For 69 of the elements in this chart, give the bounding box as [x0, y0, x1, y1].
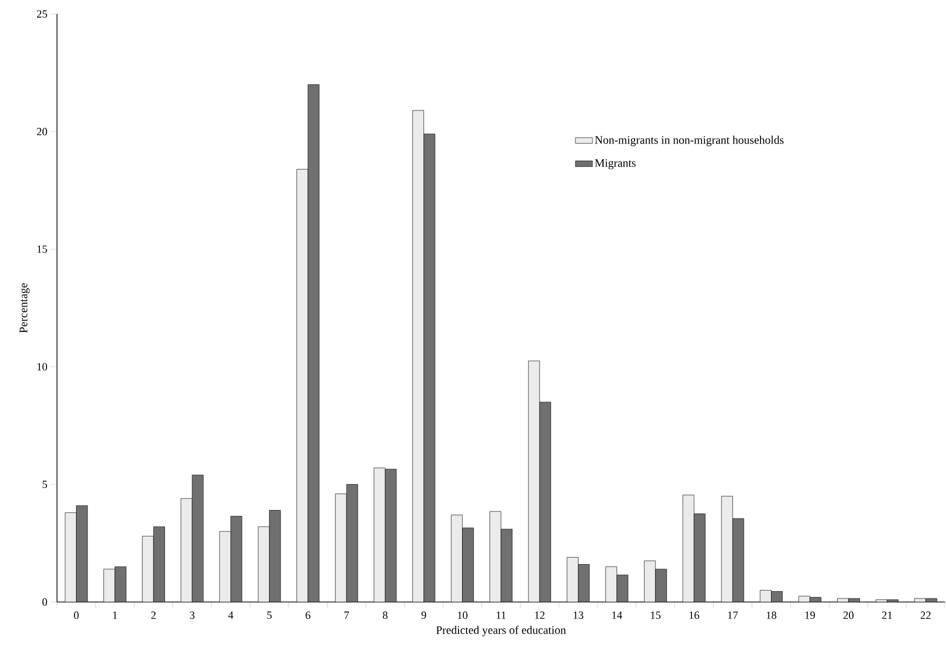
bar	[76, 505, 88, 602]
x-tick-label: 20	[843, 612, 854, 619]
y-axis-title: Percentage	[20, 283, 30, 333]
y-tick-label: 5	[42, 480, 48, 488]
bar	[258, 526, 270, 602]
y-tick-label: 0	[42, 598, 48, 606]
bar	[721, 496, 733, 602]
x-tick-label: 13	[574, 612, 584, 619]
x-tick-label: 0	[74, 612, 79, 619]
y-tick-label: 15	[37, 246, 48, 253]
bar	[462, 528, 474, 602]
x-tick-label: 7	[344, 612, 349, 619]
x-tick-label: 3	[190, 612, 194, 619]
y-tick-label: 25	[37, 10, 48, 18]
x-tick-label: 8	[382, 612, 388, 619]
bar	[655, 568, 667, 602]
bar	[269, 510, 281, 602]
x-tick-label: 18	[766, 612, 776, 619]
legend-label: Migrants	[594, 159, 636, 170]
bar	[153, 526, 165, 602]
bar	[682, 494, 694, 602]
bar	[424, 134, 436, 602]
x-tick-label: 10	[458, 612, 468, 619]
x-tick-label: 14	[612, 612, 622, 619]
bar	[566, 557, 578, 602]
bar	[104, 568, 116, 602]
x-tick-label: 2	[151, 612, 156, 619]
legend-label: Non-migrants in non-migrant households	[594, 136, 784, 146]
bar	[732, 518, 744, 602]
bar	[694, 514, 706, 602]
bar	[605, 566, 618, 602]
x-tick-label: 16	[690, 612, 700, 619]
y-tick-label: 20	[37, 128, 48, 136]
x-tick-label: 19	[805, 612, 815, 619]
bar	[180, 498, 192, 602]
bar	[644, 560, 656, 602]
bar	[346, 484, 358, 602]
y-tick-label: 10	[37, 363, 48, 370]
bar	[490, 511, 502, 602]
x-tick-label: 9	[421, 612, 426, 619]
x-axis-title: Predicted years of education	[436, 626, 566, 636]
x-tick-label: 1	[113, 612, 117, 619]
bar	[500, 528, 512, 602]
bar	[451, 514, 463, 602]
bar	[230, 516, 242, 602]
bar	[578, 564, 590, 602]
bar	[64, 512, 77, 602]
bar	[114, 566, 126, 602]
bar	[384, 468, 397, 602]
x-tick-label: 5	[267, 612, 272, 619]
bar	[374, 468, 386, 602]
x-tick-label: 17	[728, 612, 738, 619]
bar	[528, 360, 540, 602]
x-tick-label: 12	[535, 612, 544, 619]
x-tick-label: 6	[306, 612, 310, 619]
bar	[539, 402, 552, 602]
bar	[192, 474, 204, 602]
bar	[219, 531, 231, 602]
bar	[308, 84, 320, 602]
bar	[142, 536, 154, 602]
x-tick-label: 22	[920, 612, 931, 619]
x-tick-label: 11	[496, 612, 506, 619]
bar	[616, 574, 628, 602]
bar	[335, 494, 347, 602]
x-tick-label: 21	[882, 612, 892, 619]
x-tick-label: 4	[228, 612, 234, 619]
bar	[296, 169, 308, 602]
bar	[412, 110, 424, 602]
x-tick-label: 15	[650, 612, 660, 619]
